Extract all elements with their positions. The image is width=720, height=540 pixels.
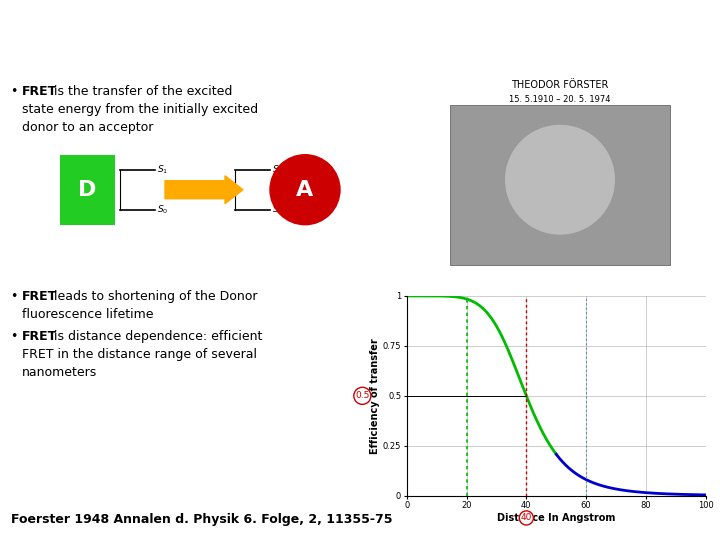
Text: nanometers: nanometers [22,366,97,379]
Y-axis label: Efficiency of transfer: Efficiency of transfer [370,338,380,454]
Text: Foerster 1948 Annalen d. Physik 6. Folge, 2, 11355-75: Foerster 1948 Annalen d. Physik 6. Folge… [11,513,392,526]
Circle shape [505,125,615,235]
Text: $S_0$: $S_0$ [157,204,168,216]
Text: $S_1$: $S_1$ [157,164,168,176]
Text: FRET: FRET [22,329,58,342]
Text: •: • [10,85,17,98]
Text: FRET in the distance range of several: FRET in the distance range of several [22,348,257,361]
Text: is the transfer of the excited: is the transfer of the excited [50,85,233,98]
Text: $S_1$: $S_1$ [272,164,283,176]
Circle shape [270,155,340,225]
X-axis label: Distance In Angstrom: Distance In Angstrom [497,513,616,523]
Text: leads to shortening of the Donor: leads to shortening of the Donor [50,289,258,302]
Text: D: D [78,180,96,200]
Text: donor to an acceptor: donor to an acceptor [22,121,153,134]
Text: 40: 40 [521,514,532,522]
Text: is distance dependence: efficient: is distance dependence: efficient [50,329,262,342]
Text: •: • [10,329,17,342]
Text: 0.5: 0.5 [355,392,369,400]
Text: 15. 5.1910 – 20. 5. 1974: 15. 5.1910 – 20. 5. 1974 [509,95,611,104]
Text: Monte Carlo simulations of Fluorescence Lifetime Imaging -: Monte Carlo simulations of Fluorescence … [113,11,607,25]
Text: FRET: FRET [22,289,58,302]
Text: THEODOR FÖRSTER: THEODOR FÖRSTER [511,80,608,90]
Text: $S_0$: $S_0$ [272,204,284,216]
Polygon shape [60,155,115,225]
FancyArrow shape [165,176,243,204]
Text: state energy from the initially excited: state energy from the initially excited [22,103,258,116]
Text: FRET: FRET [22,85,58,98]
Text: Förster Resonance Energy Transfer: Förster Resonance Energy Transfer [215,41,505,56]
Text: •: • [10,289,17,302]
Polygon shape [450,105,670,265]
Text: fluorescence lifetime: fluorescence lifetime [22,308,153,321]
Text: A: A [297,180,314,200]
